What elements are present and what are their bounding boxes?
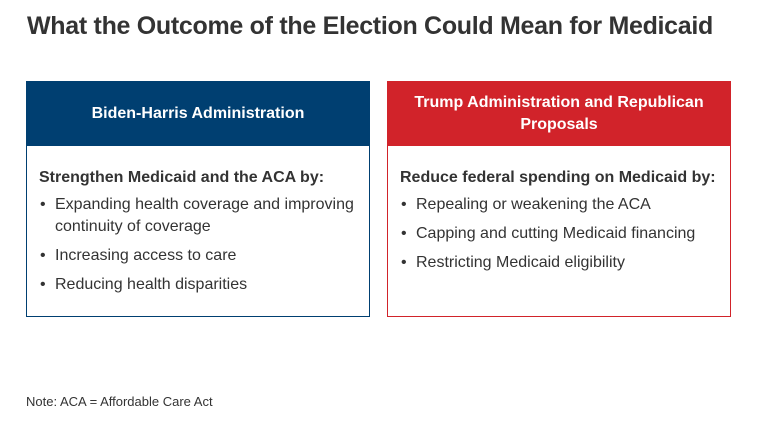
list-item: • Increasing access to care — [39, 245, 357, 267]
bullet-icon: • — [401, 225, 407, 242]
trump-card-header: Trump Administration and Republican Prop… — [388, 82, 730, 146]
list-item: • Reducing health disparities — [39, 274, 357, 296]
bullet-icon: • — [40, 276, 46, 293]
biden-harris-list: • Expanding health coverage and improvin… — [39, 194, 357, 296]
biden-harris-card-body: Strengthen Medicaid and the ACA by: • Ex… — [27, 146, 369, 296]
bullet-icon: • — [40, 247, 46, 264]
page-title: What the Outcome of the Election Could M… — [27, 12, 714, 40]
list-item-text: Repealing or weakening the ACA — [416, 196, 651, 213]
trump-list: • Repealing or weakening the ACA • Cappi… — [400, 194, 718, 274]
trump-card: Trump Administration and Republican Prop… — [387, 81, 731, 317]
list-item-text: Expanding health coverage and improving … — [55, 196, 354, 235]
list-item: • Capping and cutting Medicaid financing — [400, 223, 718, 245]
biden-harris-card: Biden-Harris Administration Strengthen M… — [26, 81, 370, 317]
list-item-text: Restricting Medicaid eligibility — [416, 254, 625, 271]
trump-lead: Reduce federal spending on Medicaid by: — [400, 169, 716, 186]
biden-harris-card-header: Biden-Harris Administration — [27, 82, 369, 146]
list-item: • Repealing or weakening the ACA — [400, 194, 718, 216]
biden-harris-lead: Strengthen Medicaid and the ACA by: — [39, 169, 325, 186]
footnote: Note: ACA = Affordable Care Act — [26, 394, 213, 409]
bullet-icon: • — [401, 254, 407, 271]
list-item-text: Reducing health disparities — [55, 276, 248, 293]
bullet-icon: • — [40, 196, 46, 213]
list-item: • Restricting Medicaid eligibility — [400, 252, 718, 274]
bullet-icon: • — [401, 196, 407, 213]
list-item-text: Capping and cutting Medicaid financing — [416, 225, 696, 242]
trump-card-body: Reduce federal spending on Medicaid by: … — [388, 146, 730, 274]
list-item: • Expanding health coverage and improvin… — [39, 194, 357, 238]
list-item-text: Increasing access to care — [55, 247, 237, 264]
